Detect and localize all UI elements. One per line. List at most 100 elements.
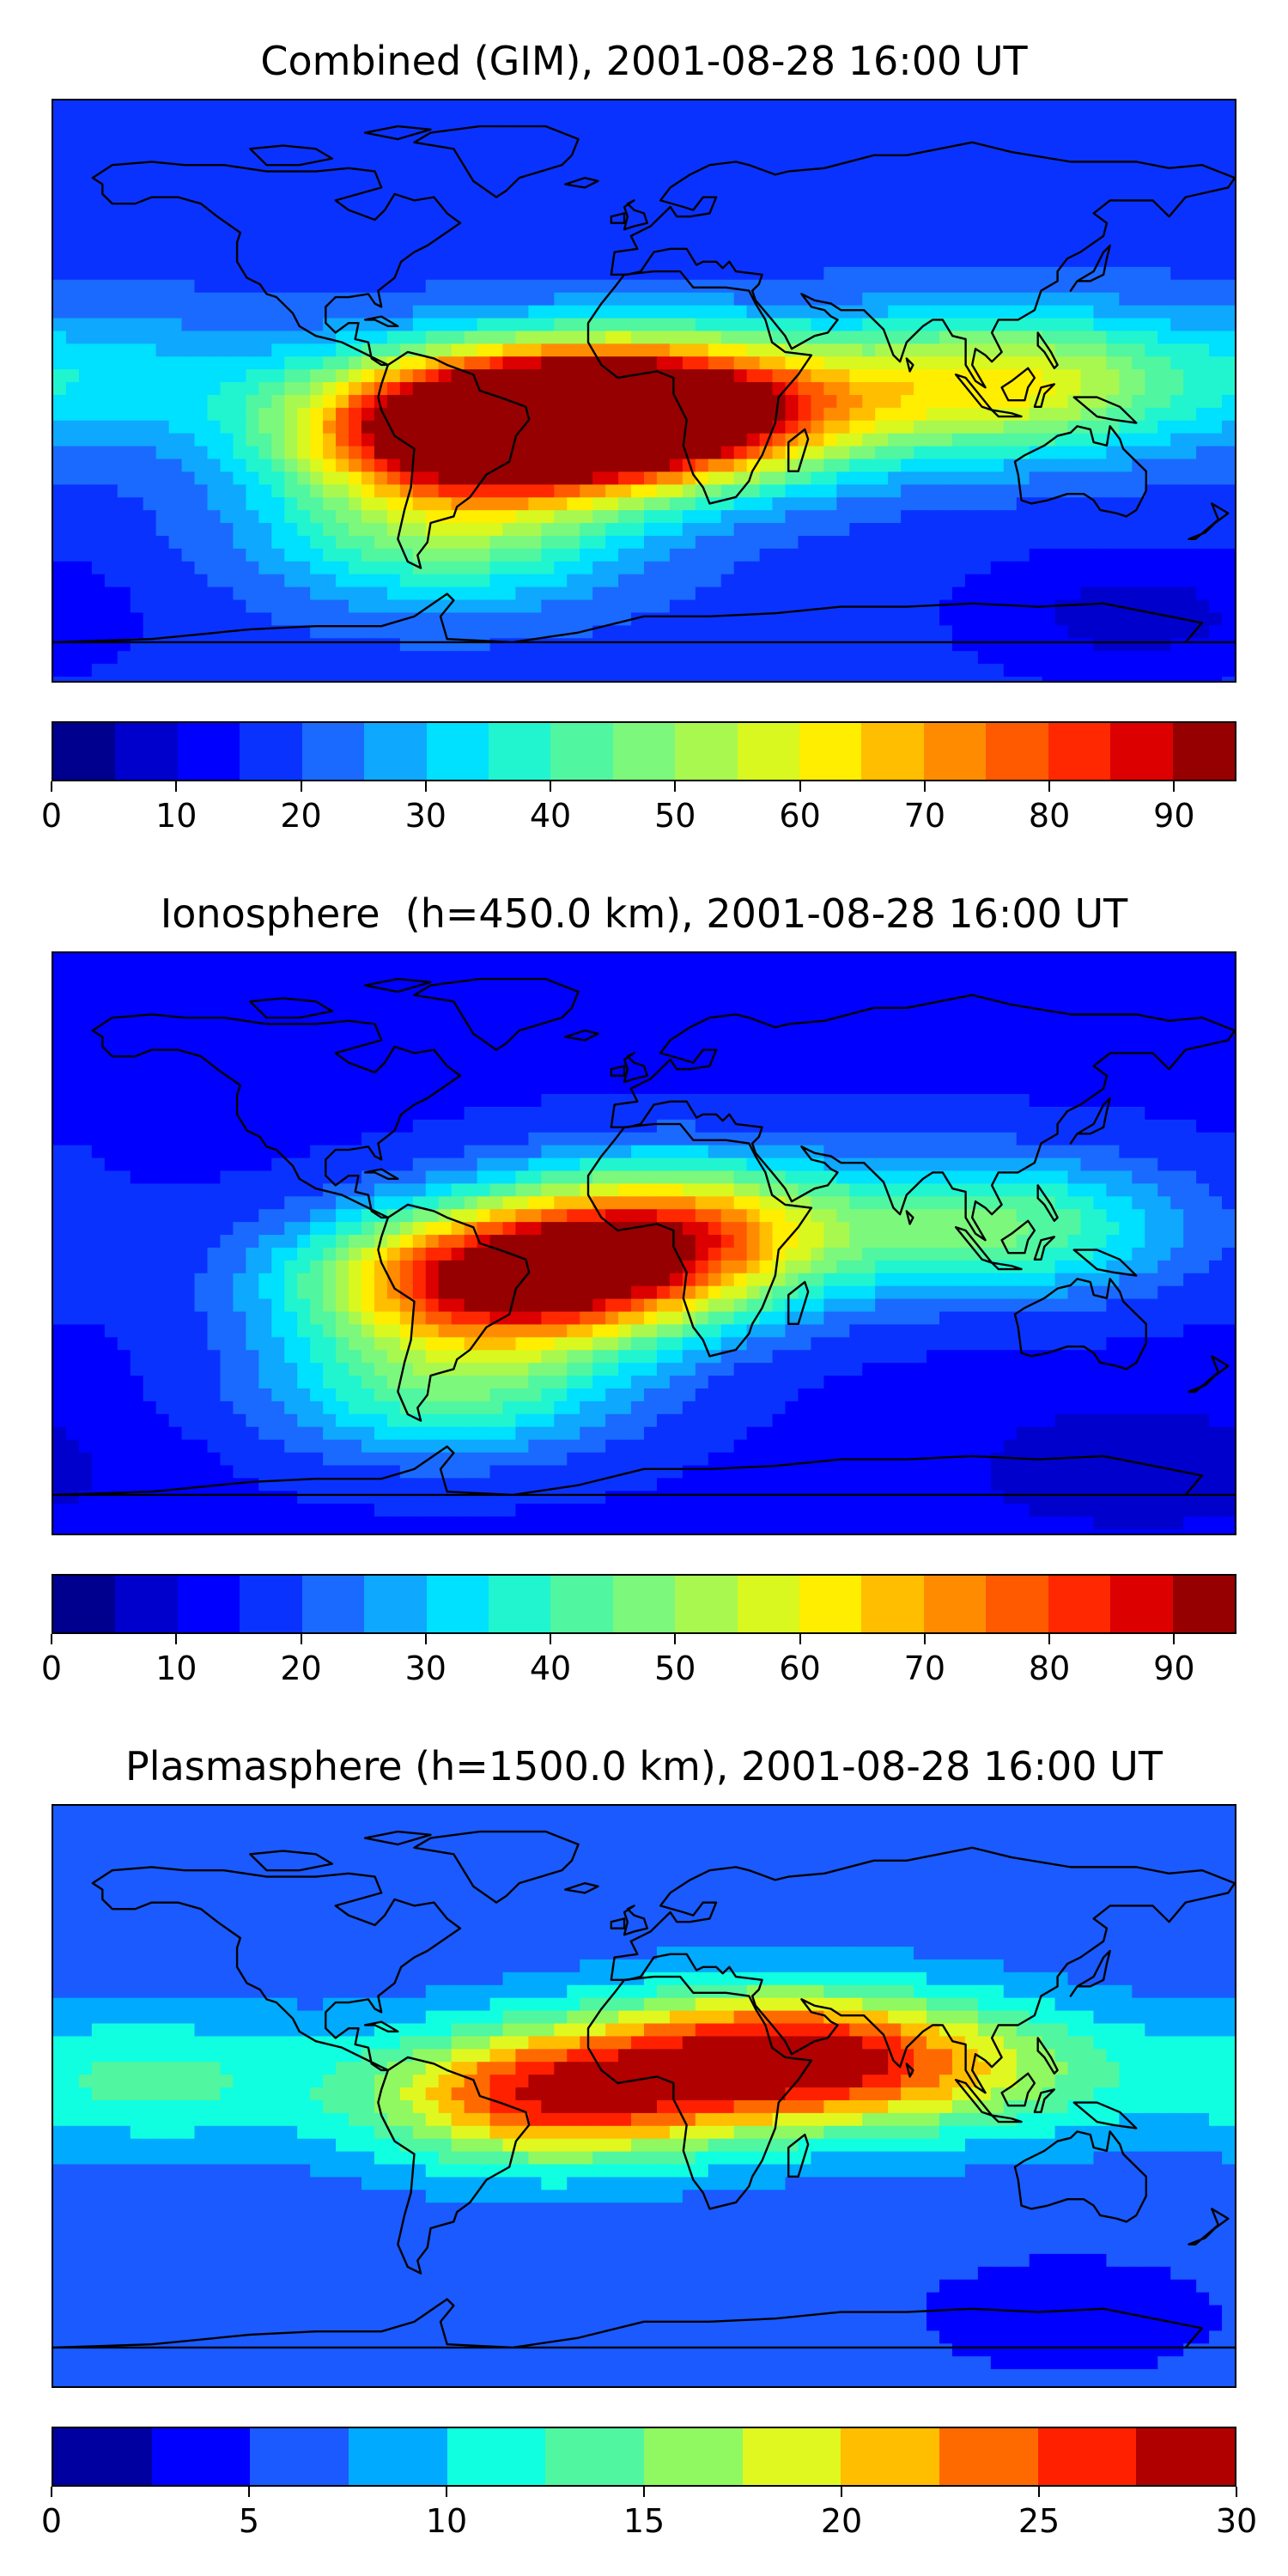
field-cell [1029,228,1043,242]
field-cell [310,965,324,980]
field-cell [1054,241,1069,255]
field-cell [682,356,696,370]
field-cell [477,331,491,344]
field-cell [1119,394,1133,409]
field-cell [914,343,927,357]
field-cell [143,599,157,614]
field-cell [927,625,940,639]
field-cell [323,292,337,307]
field-cell [733,228,748,242]
field-cell [746,369,761,383]
field-cell [772,1004,787,1018]
field-cell [1119,305,1133,319]
field-cell [1157,331,1171,344]
field-cell [258,978,272,993]
field-cell [1080,228,1095,242]
field-cell [323,1042,337,1056]
field-cell [644,497,658,511]
field-cell [1029,484,1043,498]
field-cell [811,112,824,127]
field-cell [1132,292,1145,307]
field-cell [785,177,799,191]
field-cell [977,125,992,140]
field-cell [798,177,812,191]
field-cell [656,382,671,396]
field-cell [888,484,902,498]
field-cell [580,1004,593,1018]
field-cell [168,1017,183,1031]
field-cell [181,125,196,140]
field-cell [104,497,118,511]
field-cell [91,459,106,473]
field-cell [220,228,234,242]
field-cell [349,471,362,485]
field-cell [464,343,478,357]
field-cell [349,253,362,268]
field-cell [554,574,568,588]
field-cell [1029,216,1043,229]
field-cell [361,190,375,204]
field-cell [1093,331,1108,344]
field-cell [1209,459,1223,473]
field-cell [1157,677,1171,681]
field-cell [720,318,735,332]
field-cell [1106,638,1120,652]
field-cell [284,331,298,344]
field-cell [733,664,748,677]
field-cell [386,420,401,434]
field-cell [914,978,927,993]
field-cell [1080,459,1095,473]
field-cell [220,177,234,191]
field-cell [1222,394,1235,409]
field-cell [258,586,272,601]
field-cell [515,228,529,242]
field-cell [489,164,504,179]
field-cell [554,228,568,242]
field-cell [605,394,619,409]
field-cell [386,382,401,396]
field-cell [1119,112,1133,127]
field-cell [1183,279,1197,294]
field-cell [849,253,863,268]
field-cell [297,965,311,980]
field-cell [477,100,491,114]
field-cell [220,953,234,967]
field-cell [618,1004,632,1018]
field-cell [733,407,748,422]
field-cell [515,125,529,140]
field-cell [412,599,427,614]
field-cell [1016,420,1030,434]
field-cell [271,433,285,447]
field-cell [1003,459,1018,473]
field-cell [502,471,517,485]
field-cell [1067,420,1082,434]
field-cell [181,279,196,294]
field-cell [1067,978,1082,993]
field-cell [862,459,876,473]
field-cell [580,459,593,473]
field-cell [143,228,157,242]
field-cell [798,612,812,626]
field-cell [258,484,272,498]
field-cell [541,331,555,344]
field-cell [104,664,118,677]
field-cell [695,459,709,473]
field-cell [990,382,1005,396]
field-cell [811,216,824,229]
field-cell [695,279,709,294]
field-cell [515,305,529,319]
field-cell [489,1004,504,1018]
field-cell [1222,523,1235,537]
field-cell [811,664,824,677]
field-cell [1183,203,1197,216]
field-cell [438,1004,453,1018]
field-cell [412,203,427,216]
field-cell [1222,471,1235,485]
field-cell [143,253,157,268]
field-cell [451,536,465,550]
field-cell [733,382,748,396]
field-cell [964,612,979,626]
field-cell [888,228,902,242]
field-cell [656,523,671,537]
field-cell [914,664,927,677]
